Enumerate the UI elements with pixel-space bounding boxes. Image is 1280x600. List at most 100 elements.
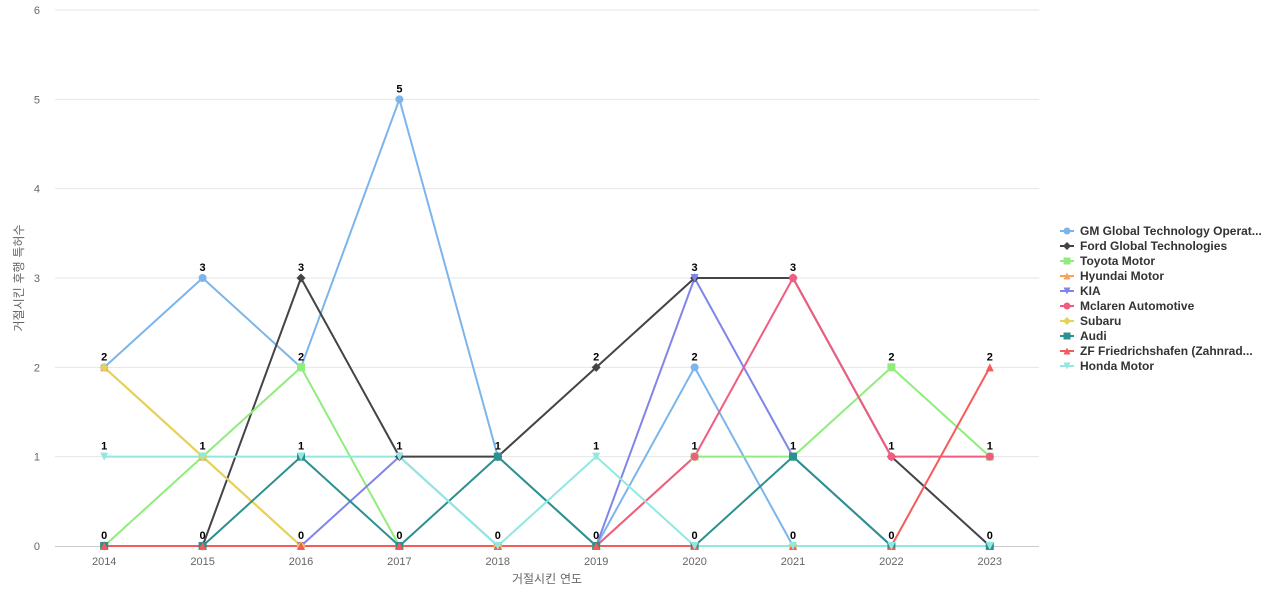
y-tick-label: 1	[34, 452, 40, 464]
data-label: 3	[298, 262, 304, 274]
data-point-zf-friedrichshafen-zahnrad[interactable]	[198, 542, 207, 550]
data-point-honda-motor[interactable]	[297, 452, 305, 461]
legend-marker[interactable]	[1063, 287, 1071, 295]
legend-item-kia[interactable]: KIA	[1060, 284, 1101, 298]
x-tick-label: 2016	[289, 556, 313, 568]
data-point-gm-global-technology-operat[interactable]	[395, 95, 404, 104]
data-point-mclaren-automotive[interactable]	[789, 274, 797, 282]
data-point-toyota-motor[interactable]	[297, 363, 305, 372]
legend-label: Toyota Motor	[1080, 254, 1155, 268]
y-tick-label: 6	[34, 5, 40, 17]
y-tick-label: 5	[34, 94, 40, 106]
data-label: 5	[396, 83, 402, 95]
data-label: 2	[101, 351, 107, 363]
x-tick-label: 2022	[879, 556, 903, 568]
data-label: 0	[298, 530, 304, 542]
legend-marker[interactable]	[1063, 347, 1071, 355]
data-point-zf-friedrichshafen-zahnrad[interactable]	[592, 542, 601, 550]
data-point-gm-global-technology-operat[interactable]	[198, 274, 207, 282]
data-point-zf-friedrichshafen-zahnrad[interactable]	[100, 542, 109, 550]
legend-marker[interactable]	[1063, 317, 1071, 325]
data-point-audi[interactable]	[493, 452, 502, 461]
y-tick-label: 4	[34, 184, 40, 196]
data-label: 0	[101, 530, 107, 542]
data-label: 3	[200, 262, 206, 274]
data-point-honda-motor[interactable]	[493, 542, 502, 550]
legend-label: Ford Global Technologies	[1080, 239, 1227, 253]
legend-label: Audi	[1080, 329, 1107, 343]
data-point-honda-motor[interactable]	[887, 542, 896, 550]
legend-label: KIA	[1080, 284, 1101, 298]
data-label: 2	[692, 351, 698, 363]
data-point-honda-motor[interactable]	[198, 452, 207, 461]
data-point-kia[interactable]	[690, 274, 699, 282]
legend-marker[interactable]	[1063, 242, 1071, 250]
series-line-ford-global-technologies[interactable]	[104, 277, 991, 547]
series-line-gm-global-technology-operat[interactable]	[103, 98, 990, 547]
data-label: 2	[593, 351, 599, 363]
legend-marker[interactable]	[1063, 302, 1071, 310]
data-point-subaru[interactable]	[99, 362, 109, 372]
legend-item-audi[interactable]: Audi	[1060, 329, 1107, 343]
data-point-mclaren-automotive[interactable]	[985, 452, 994, 461]
legend-item-toyota-motor[interactable]: Toyota Motor	[1060, 254, 1155, 268]
legend-item-ford-global-technologies[interactable]: Ford Global Technologies	[1060, 239, 1227, 253]
series-line-honda-motor[interactable]	[104, 455, 990, 547]
data-label: 0	[200, 530, 206, 542]
data-point-honda-motor[interactable]	[395, 452, 404, 461]
data-point-honda-motor[interactable]	[100, 452, 109, 461]
y-axis-title: 거절시킨 후행 특허수	[11, 225, 26, 332]
data-point-honda-motor[interactable]	[985, 542, 994, 550]
y-tick-label: 0	[34, 541, 40, 553]
series-lines	[103, 98, 991, 547]
x-tick-label: 2023	[978, 556, 1002, 568]
data-point-audi[interactable]	[789, 452, 797, 461]
data-label: 1	[101, 441, 107, 453]
data-point-honda-motor[interactable]	[789, 542, 797, 550]
data-point-honda-motor[interactable]	[592, 452, 601, 461]
data-label: 2	[298, 351, 304, 363]
data-label: 1	[790, 441, 796, 453]
legend-item-hyundai-motor[interactable]: Hyundai Motor	[1060, 269, 1164, 283]
series-markers	[99, 95, 995, 551]
data-point-gm-global-technology-operat[interactable]	[690, 363, 699, 372]
data-label: 0	[790, 530, 796, 542]
legend-marker[interactable]	[1063, 227, 1071, 235]
legend-item-honda-motor[interactable]: Honda Motor	[1060, 359, 1154, 373]
data-label: 2	[987, 351, 993, 363]
legend-label: Honda Motor	[1080, 359, 1154, 373]
data-point-toyota-motor[interactable]	[887, 363, 896, 372]
data-point-mclaren-automotive[interactable]	[690, 452, 699, 461]
data-point-zf-friedrichshafen-zahnrad[interactable]	[297, 542, 305, 550]
data-point-ford-global-technologies[interactable]	[591, 362, 601, 372]
data-label: 2	[888, 351, 894, 363]
data-point-ford-global-technologies[interactable]	[296, 273, 306, 283]
legend-item-gm-global-technology-operat[interactable]: GM Global Technology Operat...	[1060, 224, 1262, 238]
data-label: 0	[396, 530, 402, 542]
legend-item-mclaren-automotive[interactable]: Mclaren Automotive	[1060, 299, 1195, 313]
legend-marker[interactable]	[1063, 257, 1071, 265]
data-point-honda-motor[interactable]	[690, 542, 699, 550]
x-tick-label: 2021	[781, 556, 805, 568]
data-point-zf-friedrichshafen-zahnrad[interactable]	[985, 363, 994, 372]
x-tick-label: 2018	[486, 556, 510, 568]
legend-item-zf-friedrichshafen-zahnrad[interactable]: ZF Friedrichshafen (Zahnrad...	[1060, 344, 1253, 358]
legend[interactable]: GM Global Technology Operat...Ford Globa…	[1060, 224, 1262, 373]
legend-marker[interactable]	[1063, 362, 1071, 370]
legend-item-subaru[interactable]: Subaru	[1060, 314, 1121, 328]
x-tick-label: 2019	[584, 556, 608, 568]
legend-marker[interactable]	[1063, 332, 1071, 340]
data-label: 1	[396, 441, 402, 453]
data-point-mclaren-automotive[interactable]	[887, 452, 896, 461]
data-label: 0	[593, 530, 599, 542]
legend-label: Mclaren Automotive	[1080, 299, 1195, 313]
y-tick-label: 3	[34, 273, 40, 285]
data-point-zf-friedrichshafen-zahnrad[interactable]	[395, 542, 404, 550]
data-label: 1	[495, 441, 501, 453]
gridlines	[55, 9, 1039, 458]
x-tick-label: 2020	[682, 556, 706, 568]
legend-marker[interactable]	[1063, 272, 1071, 280]
